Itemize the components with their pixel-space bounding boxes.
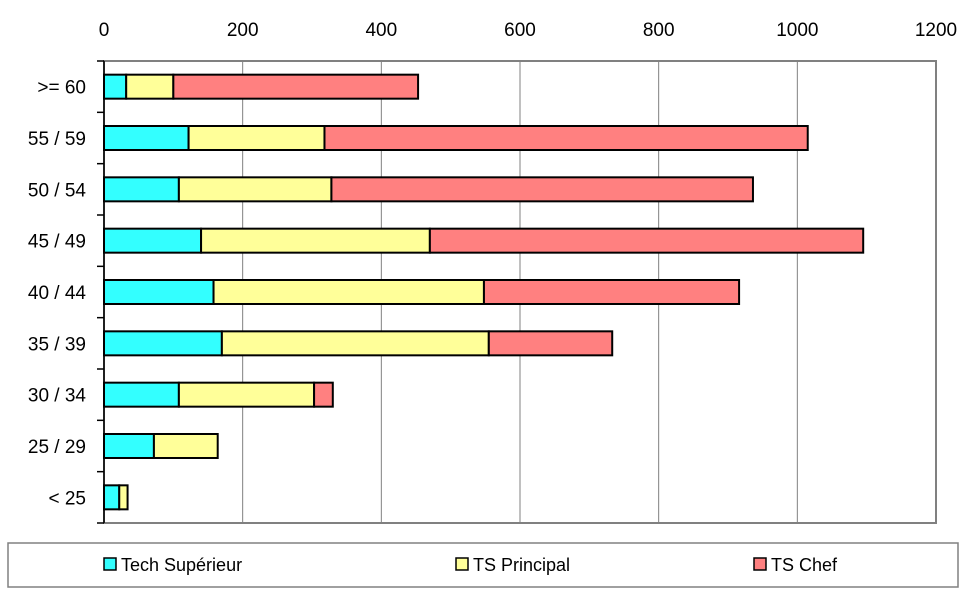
- y-category-label: 45 / 49: [28, 232, 86, 253]
- x-tick-label: 600: [504, 20, 536, 41]
- legend-swatch: [455, 557, 469, 571]
- y-category-label: 30 / 34: [28, 386, 87, 407]
- y-category-label: 50 / 54: [28, 180, 87, 201]
- bar-segment-series-2: [330, 176, 754, 203]
- x-tick-label: 0: [99, 20, 110, 41]
- bar-segment-series-0: [103, 330, 223, 357]
- bar-segment-series-1: [220, 330, 490, 357]
- y-category-label: 25 / 29: [28, 437, 86, 458]
- y-category-label: >= 60: [37, 78, 86, 99]
- bar-segment-series-2: [428, 227, 865, 254]
- bar-segment-series-0: [103, 73, 128, 100]
- bar-segment-series-2: [323, 125, 809, 151]
- bar-segment-series-0: [103, 484, 121, 511]
- x-tick-label: 200: [227, 20, 259, 41]
- x-tick-label: 1000: [776, 20, 818, 41]
- bar-segment-series-0: [103, 433, 155, 459]
- legend-swatch: [753, 557, 767, 571]
- x-tick-label: 400: [365, 20, 397, 41]
- bar-segment-series-1: [177, 176, 333, 203]
- bar-segment-series-0: [103, 279, 215, 305]
- x-tick-label: 1200: [915, 20, 957, 41]
- bar-segment-series-2: [487, 330, 614, 357]
- bar-segment-series-1: [187, 125, 326, 151]
- legend-entry-label: Tech Supérieur: [121, 555, 242, 575]
- bar-segment-series-2: [172, 73, 420, 100]
- bar-segment-series-0: [103, 125, 190, 151]
- bar-segment-series-2: [313, 381, 334, 408]
- legend-swatch: [103, 557, 117, 571]
- y-category-label: 55 / 59: [28, 129, 86, 150]
- y-category-label: 40 / 44: [28, 283, 87, 304]
- bar-segment-series-1: [212, 279, 485, 305]
- bar-segment-series-2: [482, 279, 741, 305]
- x-tick-label: 800: [643, 20, 675, 41]
- y-category-label: < 25: [48, 488, 86, 509]
- bar-segment-series-1: [152, 433, 219, 459]
- legend: Tech Supérieur TS Principal TS Chef: [7, 542, 959, 588]
- bar-segment-series-1: [125, 73, 175, 100]
- legend-entry-label: TS Principal: [473, 555, 570, 575]
- x-axis-tick-labels: 0 200 400 600 800 1000 1200: [99, 20, 957, 41]
- bar-segment-series-1: [118, 484, 129, 511]
- legend-entry-label: TS Chef: [771, 555, 838, 575]
- bar-segment-series-0: [103, 176, 180, 203]
- bars: [103, 73, 865, 511]
- bar-segment-series-0: [103, 227, 203, 254]
- bar-segment-series-1: [177, 381, 316, 408]
- bar-segment-series-0: [103, 381, 180, 408]
- bar-segment-series-1: [200, 227, 431, 254]
- y-category-label: 35 / 39: [28, 334, 86, 355]
- y-axis-category-labels: >= 60 55 / 59 50 / 54 45 / 49 40 / 44 35 / 39…: [28, 60, 104, 524]
- legend-frame: [7, 542, 959, 588]
